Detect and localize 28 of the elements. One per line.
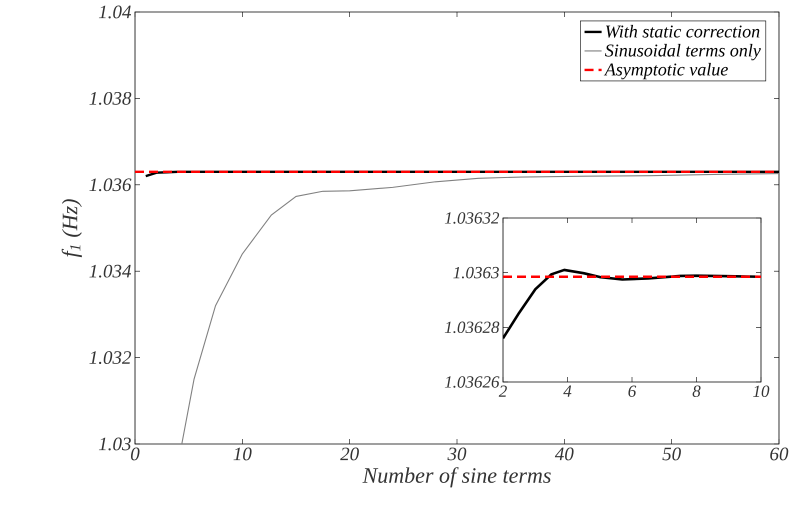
x-axis-title: Number of sine terms [362, 467, 551, 488]
x-tick-label: 8 [692, 386, 701, 397]
y-tick-label: 1.0363 [453, 266, 499, 278]
x-tick-label: 20 [340, 448, 359, 460]
legend-label: Asymptotic value [604, 62, 728, 80]
x-tick-label: 2 [498, 386, 507, 397]
x-tick-label: 60 [770, 448, 788, 460]
x-tick-label: 6 [628, 386, 636, 397]
y-tick-label: 1.034 [89, 264, 132, 278]
x-tick-label: 40 [554, 448, 574, 460]
y-tick-label: 1.038 [89, 92, 132, 105]
x-tick-label: 50 [662, 448, 681, 460]
y-tick-label: 1.03626 [444, 376, 500, 388]
x-tick-label: 10 [753, 386, 770, 397]
y-axis-title: f$_{1}$ (Hz) [62, 199, 82, 258]
y-tick-label: 1.03628 [444, 322, 500, 334]
legend-label: With static correction [606, 24, 760, 38]
y-tick-label: 1.036 [89, 178, 132, 192]
line-series [181, 173, 779, 444]
x-tick-label: 30 [447, 448, 466, 460]
x-tick-label: 0 [130, 448, 140, 460]
x-tick-label: 10 [234, 448, 252, 460]
y-tick-label: 1.04 [98, 6, 132, 18]
y-tick-label: 1.032 [89, 351, 132, 364]
legend-label: Sinusoidal terms only [605, 44, 761, 60]
y-tick-label: 1.03632 [444, 212, 500, 224]
x-tick-label: 4 [563, 386, 572, 397]
y-tick-label: 1.03 [98, 438, 131, 450]
